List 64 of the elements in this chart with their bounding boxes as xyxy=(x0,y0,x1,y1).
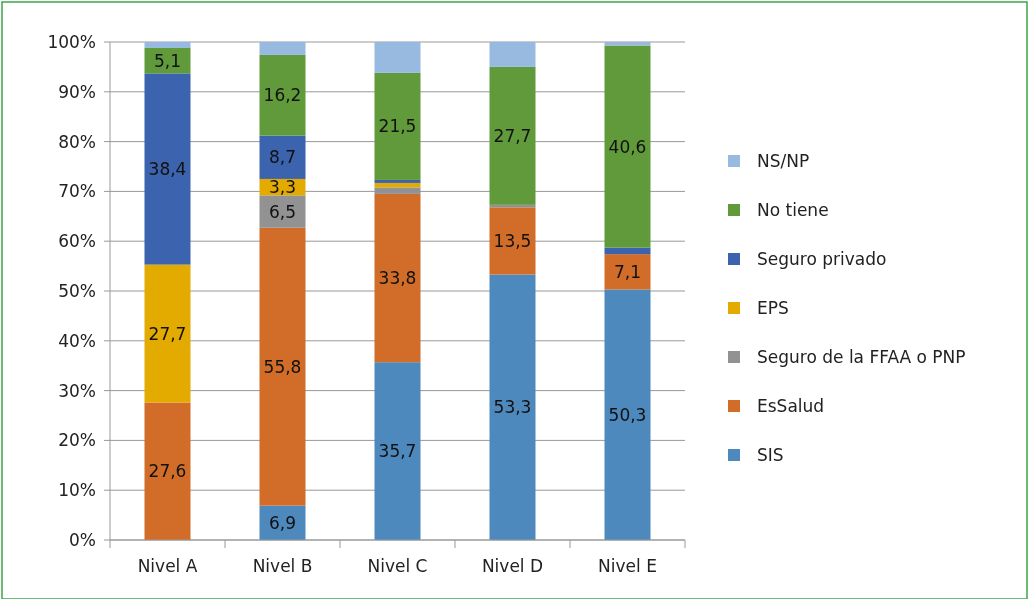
bar xyxy=(144,42,191,48)
legend-label: EsSalud xyxy=(757,395,825,416)
data-label: 13,5 xyxy=(493,230,532,251)
data-label: 27,7 xyxy=(148,323,187,344)
y-tick-label: 0% xyxy=(69,529,96,550)
bar xyxy=(604,247,651,255)
y-tick-label: 10% xyxy=(58,480,96,501)
bar xyxy=(489,66,536,205)
y-tick-label: 50% xyxy=(58,280,96,301)
data-label: 53,3 xyxy=(493,397,532,418)
bar xyxy=(144,73,191,265)
x-tick-label: Nivel B xyxy=(252,556,313,576)
bar xyxy=(489,207,536,275)
y-tick-label: 20% xyxy=(58,430,96,451)
y-tick-label: 70% xyxy=(58,181,96,202)
bar xyxy=(489,274,536,540)
bar xyxy=(604,289,651,540)
bar xyxy=(259,227,306,506)
legend-label: NS/NP xyxy=(757,150,810,171)
bar xyxy=(604,254,651,290)
legend-label: SIS xyxy=(757,444,784,465)
bar xyxy=(374,193,421,363)
data-label: 7,1 xyxy=(613,261,642,282)
data-label: 21,5 xyxy=(378,116,417,137)
data-label: 16,2 xyxy=(263,85,302,106)
data-label: 50,3 xyxy=(608,404,647,425)
data-label: 6,9 xyxy=(268,512,297,533)
data-label: 5,1 xyxy=(153,50,182,71)
bar xyxy=(374,362,421,540)
bar xyxy=(144,402,191,540)
bar xyxy=(259,135,306,179)
y-tick-label: 40% xyxy=(58,330,96,351)
y-tick-label: 100% xyxy=(47,31,96,52)
data-label: 6,5 xyxy=(268,201,297,222)
data-label: 40,6 xyxy=(608,136,647,157)
x-tick-label: Nivel C xyxy=(367,556,428,576)
x-tick-label: Nivel D xyxy=(481,556,544,576)
data-label: 35,7 xyxy=(378,441,417,462)
data-label: 3,3 xyxy=(268,177,297,198)
data-label: 8,7 xyxy=(268,147,297,168)
bar xyxy=(374,179,421,183)
bar xyxy=(259,195,306,228)
data-label: 38,4 xyxy=(148,158,187,179)
data-label: 27,7 xyxy=(493,125,532,146)
legend-label: No tiene xyxy=(757,199,829,220)
bar xyxy=(489,42,536,67)
bar xyxy=(259,42,306,55)
bar xyxy=(144,264,191,403)
bar xyxy=(259,54,306,136)
bar xyxy=(604,45,651,248)
bar xyxy=(374,42,421,73)
legend-label: Seguro de la FFAA o PNP xyxy=(757,346,966,367)
data-label: 27,6 xyxy=(148,461,187,482)
x-tick-label: Nivel A xyxy=(137,556,198,576)
x-tick-label: Nivel E xyxy=(598,556,657,576)
y-tick-label: 80% xyxy=(58,131,96,152)
bar xyxy=(374,72,421,180)
legend-label: EPS xyxy=(757,297,789,318)
legend-label: Seguro privado xyxy=(757,248,887,269)
y-tick-label: 30% xyxy=(58,380,96,401)
data-label: 33,8 xyxy=(378,268,417,288)
y-tick-label: 90% xyxy=(58,81,96,102)
y-tick-label: 60% xyxy=(58,231,96,252)
data-label: 55,8 xyxy=(263,356,302,377)
